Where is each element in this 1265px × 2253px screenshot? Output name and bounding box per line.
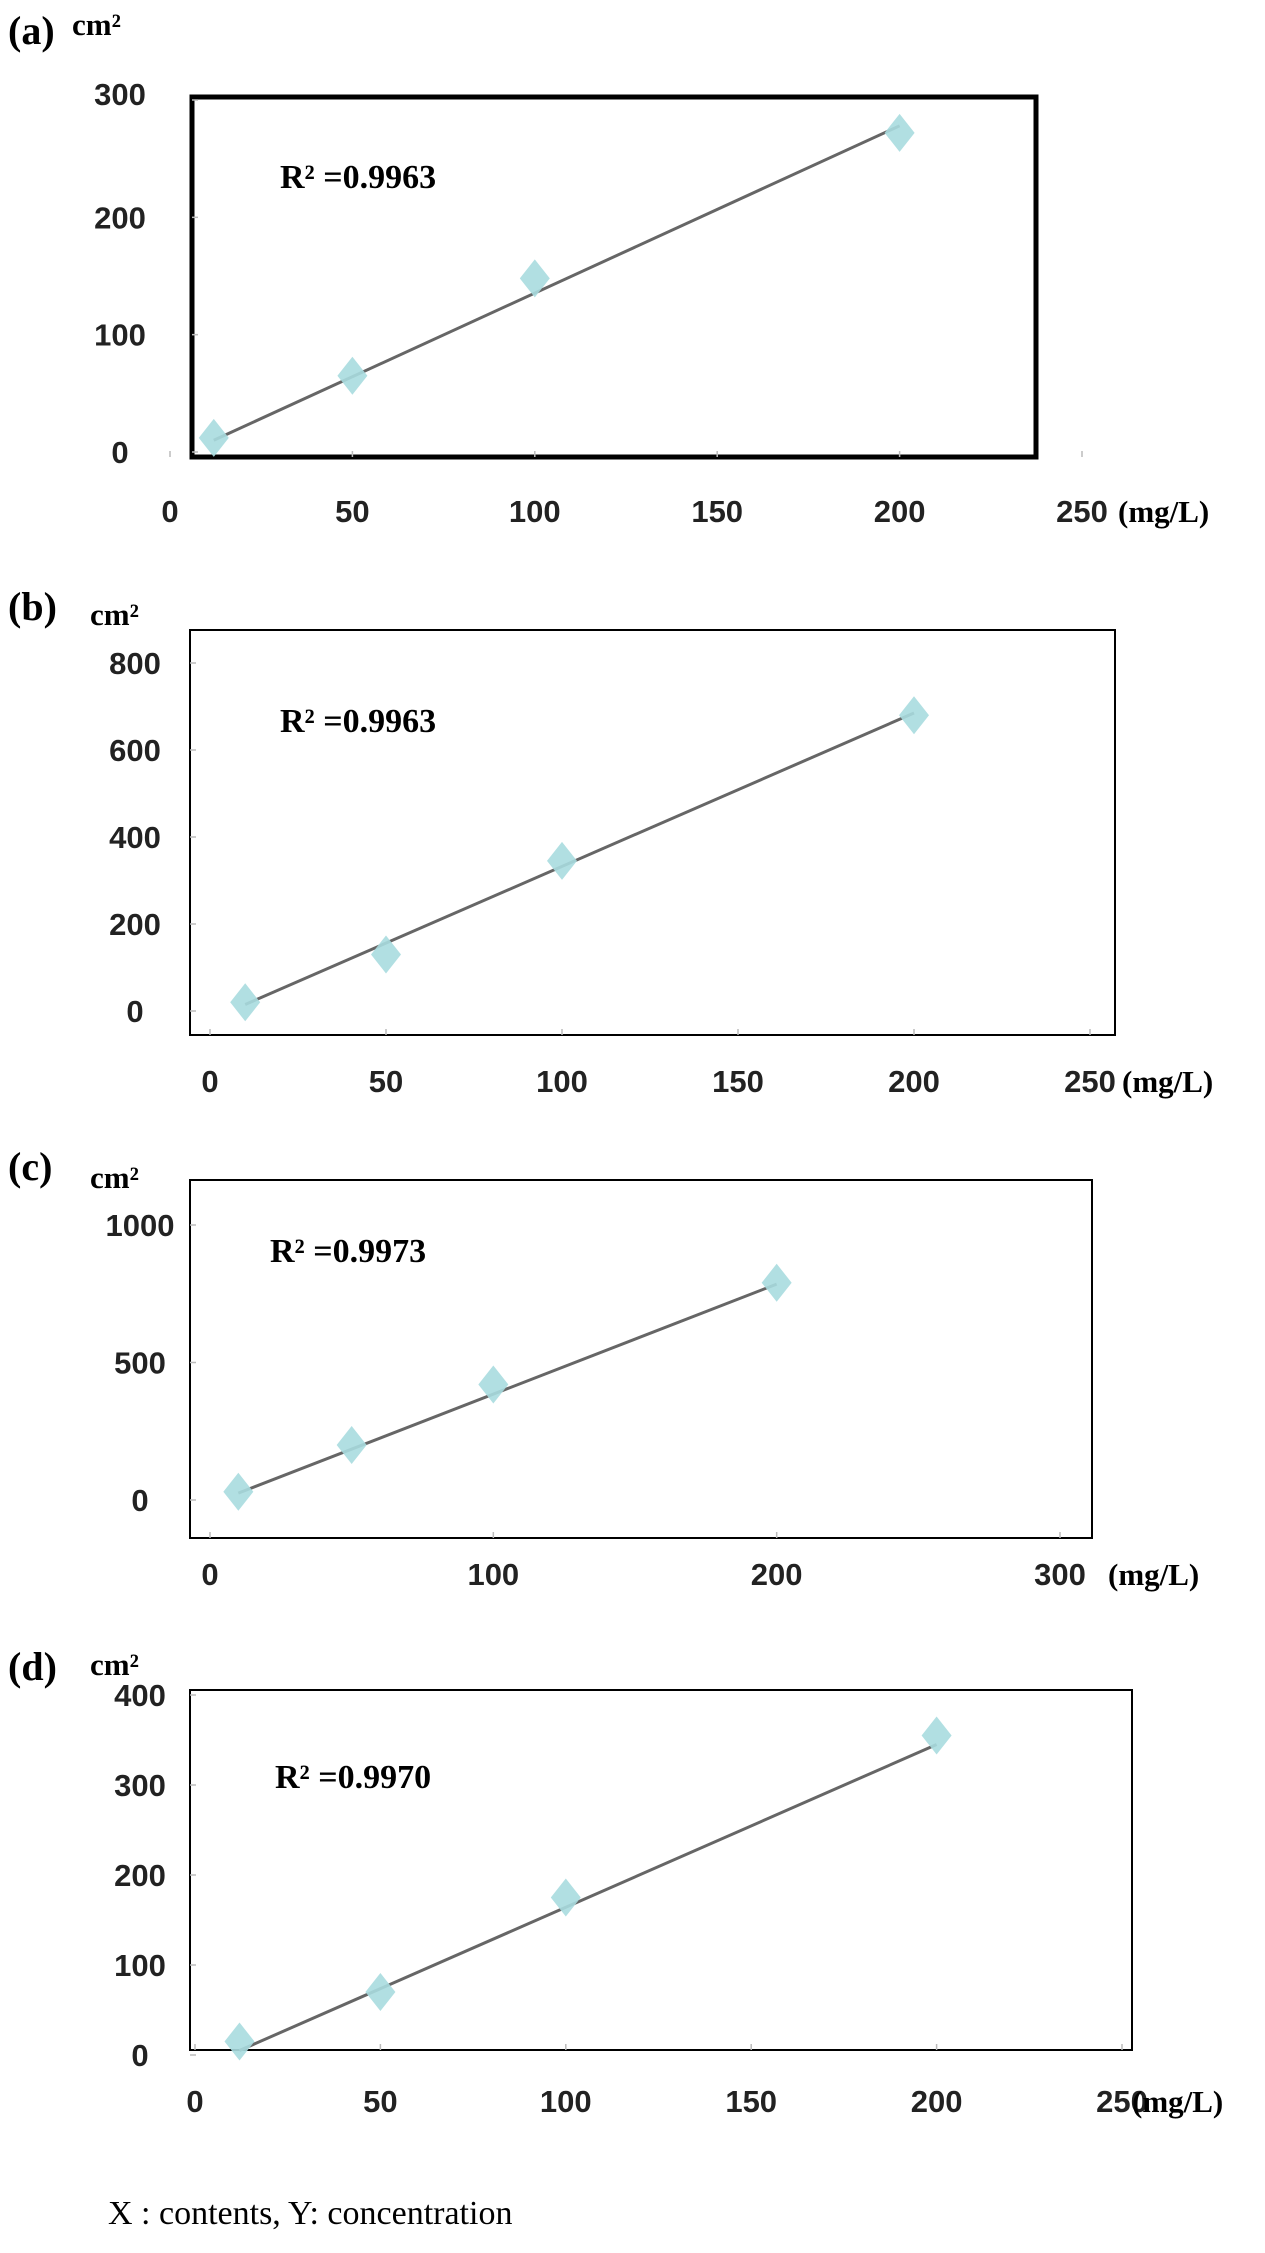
chart-a-trendline (213, 124, 901, 442)
chart-d-xtick-label: 50 (363, 2084, 397, 2119)
chart-c-data-point (478, 1365, 509, 1404)
chart-b-xtick-label: 0 (201, 1064, 218, 1099)
chart-d-ytick-label: 400 (114, 1678, 166, 1713)
chart-a-plot-frame (189, 94, 1039, 460)
chart-b-xtick-label: 150 (712, 1064, 764, 1099)
chart-d-ytick-label: 100 (114, 1948, 166, 1983)
chart-d-data-point (921, 1716, 952, 1755)
chart-b-xtick-label: 200 (888, 1064, 940, 1099)
chart-b-ytick-label: 400 (109, 820, 161, 855)
chart-c-xtick-label: 300 (1034, 1557, 1086, 1592)
chart-b-ytick-label: 800 (109, 646, 161, 681)
chart-b-ytick-label: 0 (126, 994, 143, 1029)
chart-b-plot-frame (189, 629, 1116, 1036)
chart-d-trendline (238, 1743, 938, 2052)
chart-c-panel-label: (c) (8, 1144, 52, 1189)
chart-b-data-point (547, 841, 577, 880)
figure-caption: X : contents, Y: concentration (108, 2195, 513, 2232)
chart-a-ytick-label: 300 (94, 77, 146, 112)
chart-c-data-point (761, 1263, 792, 1302)
chart-c-xtick-label: 200 (751, 1557, 803, 1592)
chart-a-data-point (519, 259, 550, 298)
chart-c-xtick-label: 100 (467, 1557, 519, 1592)
chart-b-xtick-label: 50 (369, 1064, 403, 1099)
chart-b-panel-label: (b) (8, 584, 57, 629)
chart-c-xunit: (mg/L) (1108, 1557, 1199, 1592)
chart-d-data-point (550, 1878, 581, 1917)
chart-a-xtick-label: 150 (691, 494, 743, 529)
chart-b-ytick-label: 600 (109, 733, 161, 768)
chart-d-data-point (224, 2022, 255, 2061)
chart-c-xtick-label: 0 (201, 1557, 218, 1592)
chart-b-ylabel: cm² (90, 597, 139, 632)
chart-a-ytick-label: 0 (111, 435, 128, 470)
chart-c-ytick-label: 0 (131, 1483, 148, 1518)
chart-a-xtick-label: 200 (874, 494, 926, 529)
chart-b-ytick-label: 200 (109, 907, 161, 942)
chart-b-xunit: (mg/L) (1122, 1064, 1213, 1099)
chart-c-plot-frame (189, 1179, 1093, 1539)
chart-d-xtick-label: 150 (725, 2084, 777, 2119)
chart-b-r2-label: R² =0.9963 (280, 703, 436, 740)
chart-c-data-point (223, 1472, 254, 1511)
chart-a-ylabel: cm² (72, 7, 121, 42)
chart-a-xtick-label: 250 (1056, 494, 1108, 529)
chart-d-xunit: (mg/L) (1132, 2084, 1223, 2119)
chart-d-ytick-label: 200 (114, 1858, 166, 1893)
chart-b-data-point (899, 696, 929, 735)
chart-d-xtick-label: 100 (540, 2084, 592, 2119)
chart-d-r2-label: R² =0.9970 (275, 1759, 431, 1796)
chart-a-xtick-label: 0 (161, 494, 178, 529)
chart-d-ylabel: cm² (90, 1647, 139, 1682)
chart-c-data-point (336, 1426, 367, 1464)
chart-d-panel-label: (d) (8, 1644, 57, 1689)
chart-b-data-point (371, 935, 401, 974)
chart-a-data-point (337, 356, 368, 395)
chart-c-ylabel: cm² (90, 1160, 139, 1195)
chart-d-ytick-label: 300 (114, 1768, 166, 1803)
chart-a-ytick-label: 100 (94, 318, 146, 353)
chart-c-ytick-label: 1000 (106, 1208, 175, 1243)
chart-a-ytick-label: 200 (94, 200, 146, 235)
chart-d-xtick-label: 250 (1096, 2084, 1148, 2119)
chart-a-xtick-label: 50 (335, 494, 369, 529)
chart-c-trendline (237, 1282, 778, 1495)
chart-d-xtick-label: 200 (911, 2084, 963, 2119)
chart-d-plot-frame (189, 1689, 1133, 2051)
chart-b-data-point (230, 983, 261, 1022)
chart-a-r2-label: R² =0.9963 (280, 159, 436, 196)
chart-c-r2-label: R² =0.9973 (270, 1233, 426, 1270)
chart-a-xunit: (mg/L) (1118, 494, 1209, 529)
chart-a-panel-label: (a) (8, 8, 55, 53)
chart-c-ytick-label: 500 (114, 1346, 166, 1381)
chart-a-xtick-label: 100 (509, 494, 561, 529)
chart-d-data-point (365, 1973, 396, 2011)
chart-b-xtick-label: 100 (536, 1064, 588, 1099)
chart-d-xtick-label: 0 (186, 2084, 203, 2119)
chart-d-ytick-label: 0 (131, 2038, 148, 2073)
chart-b-trendline (244, 711, 915, 1006)
chart-b-xtick-label: 250 (1064, 1064, 1116, 1099)
chart-a-data-point (198, 418, 229, 457)
chart-a-data-point (884, 113, 915, 152)
